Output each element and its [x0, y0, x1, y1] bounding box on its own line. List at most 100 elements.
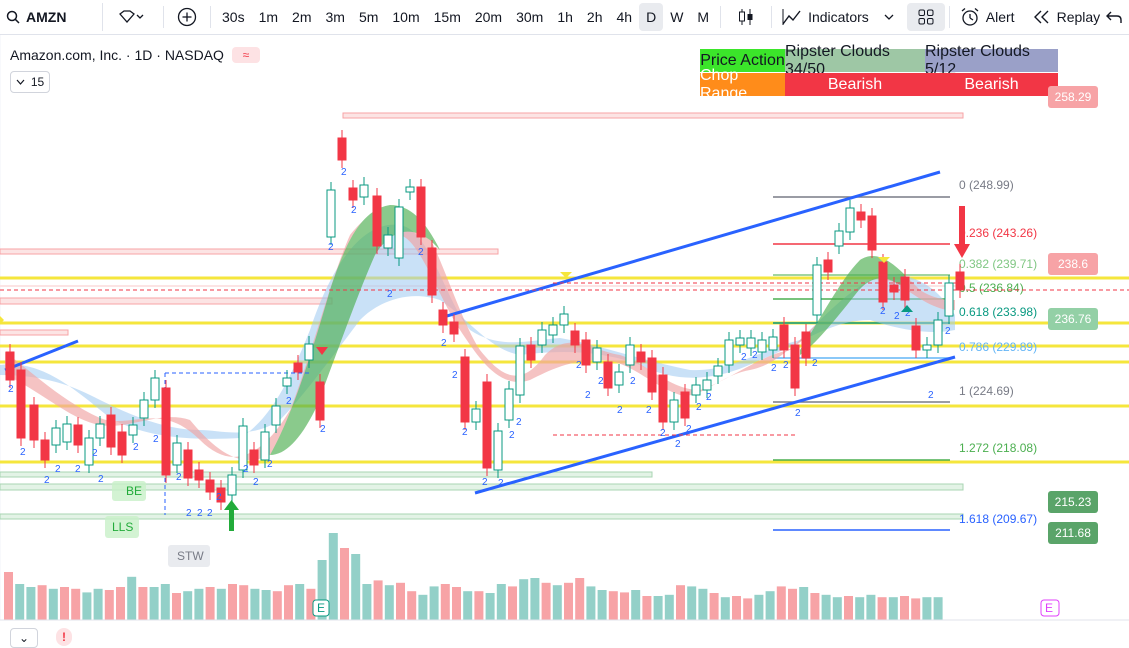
symbol-search[interactable]: AMZN	[0, 3, 103, 31]
candle-body	[801, 331, 811, 359]
candle-body	[293, 362, 303, 373]
interval-1m[interactable]: 1m	[258, 9, 279, 25]
interval-30s[interactable]: 30s	[222, 9, 245, 25]
interval-M[interactable]: M	[697, 9, 710, 25]
candle-body	[16, 369, 26, 439]
price-label-211: 211.68	[1048, 522, 1098, 544]
interval-2m[interactable]: 2m	[292, 9, 312, 25]
candle-body	[326, 189, 336, 238]
candle-body	[405, 186, 415, 193]
candle-body	[150, 377, 160, 401]
undo-button[interactable]	[1096, 3, 1129, 31]
chart-type-button[interactable]	[725, 3, 767, 31]
top-toolbar: AMZN 30s 1m 2m 3m 5m 10m 15m 20m 30m 1h 2h 4h D W M In…	[0, 0, 1129, 35]
volume-bar	[855, 597, 865, 620]
candle-body	[746, 337, 756, 349]
collapse-panel-button[interactable]: ⌄	[10, 628, 38, 648]
volume-bar	[911, 598, 921, 620]
volume-bar	[709, 593, 719, 620]
candle-body	[581, 339, 591, 366]
interval-5m[interactable]: 5m	[358, 9, 379, 25]
volume-bar	[922, 597, 932, 620]
interval-30m[interactable]: 30m	[516, 9, 544, 25]
candle-body	[194, 469, 204, 481]
interval-10m[interactable]: 10m	[392, 9, 420, 25]
interval-group: 30s 1m 2m 3m 5m 10m 15m 20m 30m 1h 2h 4h D W M	[215, 3, 716, 31]
candle-body	[537, 329, 547, 346]
resistance-zones	[0, 112, 964, 336]
volume-bar	[228, 584, 237, 620]
volume-bar	[597, 590, 607, 620]
interval-1h[interactable]: 1h	[557, 9, 573, 25]
add-symbol-button[interactable]	[168, 3, 206, 31]
interval-20m[interactable]: 20m	[474, 9, 503, 25]
count-label: 2	[55, 464, 61, 475]
volume-bar	[508, 586, 517, 620]
interval-D[interactable]: D	[639, 3, 664, 31]
alert-button[interactable]: Alert	[954, 3, 1021, 31]
count-label: 2	[176, 472, 182, 483]
fib-label: 1.272 (218.08)	[959, 441, 1037, 455]
candle-body	[922, 344, 932, 351]
interval-W[interactable]: W	[670, 9, 684, 25]
candle-body	[790, 344, 800, 389]
candle-body	[40, 439, 50, 461]
candle-body	[647, 357, 657, 393]
candle-body	[856, 211, 866, 221]
alert-badge-text: !	[62, 630, 66, 644]
volume-bar	[362, 584, 372, 620]
interval-4h[interactable]: 4h	[616, 9, 633, 25]
interval-15m[interactable]: 15m	[433, 9, 461, 25]
candle-body	[889, 284, 899, 293]
wave-icon[interactable]: ≈	[231, 47, 260, 63]
count-label: 2	[509, 430, 515, 441]
volume-bar	[866, 594, 876, 620]
chevron-down-icon	[16, 79, 25, 85]
compare-symbol-button[interactable]	[103, 3, 159, 31]
volume-bar	[261, 590, 271, 620]
count-label: 2	[783, 360, 789, 371]
candle-body	[416, 186, 426, 238]
volume-bar	[351, 554, 361, 620]
count-label: 2	[452, 370, 458, 381]
count-label: 2	[286, 396, 292, 407]
price-label-258: 258.29	[1048, 86, 1098, 108]
count-label: 2	[771, 363, 777, 374]
fib-labels: 0 (248.99) 0.236 (243.26) 0.382 (239.71) 0.…	[959, 178, 1037, 526]
volume-bar	[765, 591, 775, 620]
alert-badge-icon[interactable]: !	[56, 628, 72, 646]
fib-label: 0.236 (243.26)	[959, 226, 1037, 240]
layouts-button[interactable]	[906, 3, 945, 31]
candle-body	[438, 309, 448, 326]
volume-bar	[687, 586, 697, 620]
stw-marker: STW	[177, 549, 204, 563]
interval-3m[interactable]: 3m	[325, 9, 345, 25]
count-label: 2	[98, 474, 104, 485]
count-label: 2	[696, 402, 702, 413]
indicators-dropdown[interactable]	[875, 3, 903, 31]
candle-body	[183, 449, 193, 479]
indicators-toggle[interactable]: 15	[10, 71, 50, 93]
chart-markers: BE LLS STW E E	[105, 481, 1060, 617]
volume-bar	[284, 585, 293, 620]
candle-body	[271, 405, 281, 426]
indicators-button[interactable]: Indicators	[776, 3, 875, 31]
count-label: 2	[462, 427, 468, 438]
volume-bar	[250, 588, 260, 620]
candle-body	[570, 330, 580, 346]
volume-bar	[418, 594, 428, 620]
candle-body	[372, 195, 382, 247]
replay-button[interactable]: Replay	[1027, 3, 1107, 31]
candle-body	[955, 271, 965, 291]
volume-bar	[373, 580, 383, 620]
price-chart[interactable]: 0 (248.99) 0.236 (243.26) 0.382 (239.71) 0.…	[0, 35, 1129, 644]
volume-bar	[720, 597, 730, 620]
table-header-clouds-3450: Ripster Clouds 34/50	[785, 43, 925, 78]
interval-2h[interactable]: 2h	[586, 9, 603, 25]
count-label: 2	[660, 428, 666, 439]
candle-body	[724, 339, 734, 366]
volume-bar	[844, 596, 853, 620]
diamond-heart-icon	[119, 10, 144, 23]
candle-body	[933, 319, 943, 346]
